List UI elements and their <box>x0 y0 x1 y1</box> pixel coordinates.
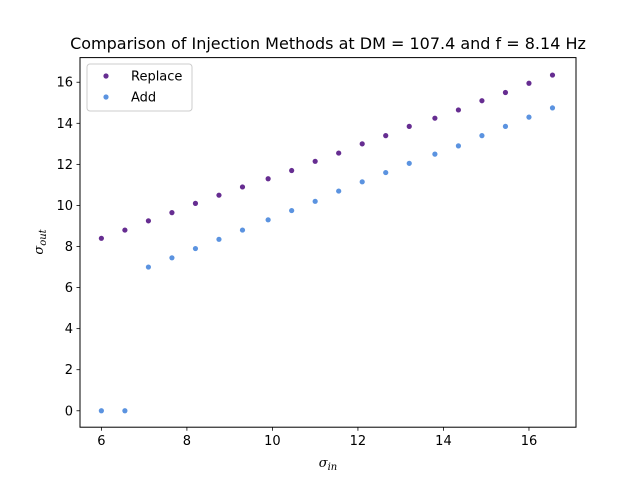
data-point-replace <box>289 167 295 174</box>
data-point-add <box>549 105 556 111</box>
data-point-add <box>383 169 389 176</box>
y-axis-ticks: 0 2 4 6 8 10 12 14 16 <box>56 76 80 419</box>
data-point-add <box>122 408 128 414</box>
x-axis-ticks: 6 8 10 12 14 16 <box>97 427 537 449</box>
data-point-replace <box>312 158 318 164</box>
y-tick-label: 6 <box>65 281 73 296</box>
x-tick-label: 8 <box>183 434 191 449</box>
data-point-add <box>216 236 222 242</box>
data-point-add <box>289 207 295 214</box>
y-tick-label: 2 <box>65 363 73 378</box>
data-point-replace <box>549 72 556 78</box>
data-point-add <box>239 227 246 233</box>
data-point-add <box>98 408 104 414</box>
data-point-add <box>502 123 509 129</box>
data-point-replace <box>192 200 199 206</box>
y-tick-label: 4 <box>65 322 73 337</box>
data-point-replace <box>502 89 509 96</box>
legend-marker-replace <box>103 73 109 79</box>
legend: Replace Add <box>86 63 193 112</box>
data-point-add <box>432 151 438 157</box>
y-tick-label: 0 <box>65 404 73 419</box>
data-point-add <box>265 217 271 223</box>
x-tick-label: 12 <box>350 434 367 449</box>
x-tick-label: 14 <box>435 434 452 449</box>
data-point-add <box>192 245 199 252</box>
data-point-replace <box>216 192 222 198</box>
data-point-replace <box>455 107 462 113</box>
data-point-add <box>479 133 485 139</box>
data-point-add <box>406 160 412 166</box>
chart-title: Comparison of Injection Methods at DM = … <box>70 34 586 53</box>
data-point-add <box>336 188 342 194</box>
data-point-add <box>455 143 462 149</box>
data-point-replace <box>145 218 152 224</box>
y-tick-label: 16 <box>56 76 73 91</box>
data-point-replace <box>98 235 104 241</box>
y-tick-label: 14 <box>56 117 73 132</box>
data-point-replace <box>383 133 389 139</box>
y-tick-label: 12 <box>56 158 73 173</box>
data-point-replace <box>122 227 128 233</box>
y-axis-label: σout <box>32 228 49 254</box>
x-tick-label: 6 <box>97 434 105 449</box>
y-tick-label: 10 <box>56 199 73 214</box>
data-point-replace <box>359 141 365 147</box>
data-point-replace <box>336 150 342 156</box>
data-point-add <box>359 179 365 185</box>
x-tick-label: 10 <box>264 434 281 449</box>
data-point-replace <box>239 184 246 190</box>
legend-box <box>86 63 193 112</box>
data-points <box>98 72 556 414</box>
x-axis-label: σin <box>319 456 338 473</box>
legend-label-add: Add <box>131 91 156 106</box>
data-point-replace <box>432 115 438 121</box>
data-point-replace <box>265 176 271 182</box>
data-point-replace <box>526 80 532 86</box>
data-point-add <box>526 114 532 120</box>
data-point-replace <box>479 98 485 104</box>
x-tick-label: 16 <box>521 434 538 449</box>
legend-marker-add <box>103 94 109 100</box>
plot-frame <box>79 57 577 428</box>
data-point-add <box>312 198 318 204</box>
data-point-add <box>169 255 175 261</box>
data-point-add <box>145 264 152 270</box>
legend-label-replace: Replace <box>131 70 182 85</box>
y-tick-label: 8 <box>65 240 73 255</box>
data-point-replace <box>169 210 175 216</box>
data-point-replace <box>406 123 412 129</box>
